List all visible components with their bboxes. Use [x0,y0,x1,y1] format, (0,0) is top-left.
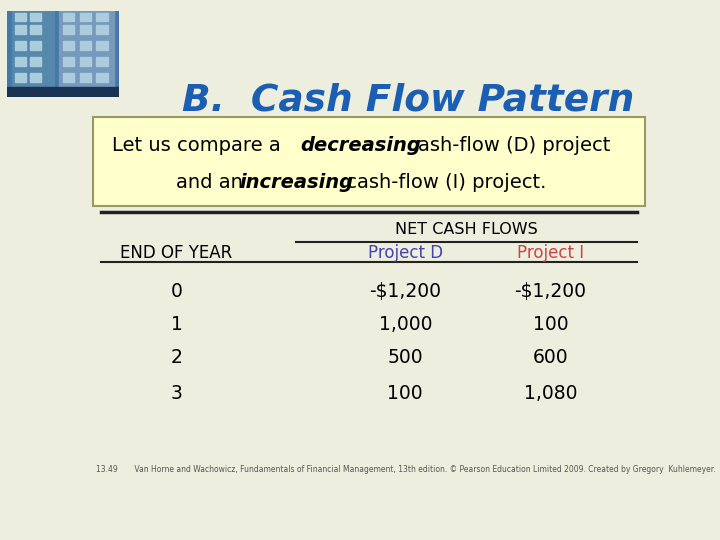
Bar [58,11,114,89]
Bar [63,12,74,21]
Bar [96,25,108,34]
Bar [7,87,119,97]
Bar [30,41,41,50]
Text: END OF YEAR: END OF YEAR [120,244,233,262]
Bar [63,57,74,66]
Text: Project I: Project I [517,244,584,262]
FancyBboxPatch shape [93,117,645,206]
Bar [30,12,41,21]
Text: increasing: increasing [240,173,354,192]
Text: decreasing: decreasing [300,137,420,156]
Bar [80,41,91,50]
Text: 13.49       Van Horne and Wachowicz, Fundamentals of Financial Management, 13th : 13.49 Van Horne and Wachowicz, Fundament… [96,465,715,474]
Bar [80,25,91,34]
Text: cash-flow (I) project.: cash-flow (I) project. [340,173,546,192]
Bar [15,57,26,66]
Bar [63,25,74,34]
Text: -$1,200: -$1,200 [514,282,586,301]
Bar [15,25,26,34]
Text: 0: 0 [171,282,182,301]
Bar [15,12,26,21]
Bar [96,57,108,66]
Text: NET CASH FLOWS: NET CASH FLOWS [395,221,538,237]
Text: 100: 100 [533,315,568,334]
Text: Project D: Project D [368,244,443,262]
Text: Let us compare a: Let us compare a [112,137,287,156]
Bar [30,73,41,82]
Bar [15,41,26,50]
Bar [63,41,74,50]
Bar [96,41,108,50]
Text: and an: and an [176,173,250,192]
Bar [15,73,26,82]
Bar [80,12,91,21]
Bar [30,25,41,34]
Text: 3: 3 [171,384,182,403]
Text: -$1,200: -$1,200 [369,282,441,301]
Text: 100: 100 [387,384,423,403]
Text: 1,080: 1,080 [523,384,577,403]
Text: B.  Cash Flow Pattern: B. Cash Flow Pattern [182,82,634,118]
Text: 500: 500 [387,348,423,367]
Text: 1: 1 [171,315,182,334]
Bar [63,73,74,82]
Bar [80,73,91,82]
Bar [96,12,108,21]
Bar [80,57,91,66]
Text: cash-flow (D) project: cash-flow (D) project [401,137,611,156]
Text: 2: 2 [171,348,182,367]
Bar [96,73,108,82]
Bar [30,57,41,66]
Text: 600: 600 [533,348,568,367]
Bar [12,11,54,97]
Text: 1,000: 1,000 [379,315,432,334]
